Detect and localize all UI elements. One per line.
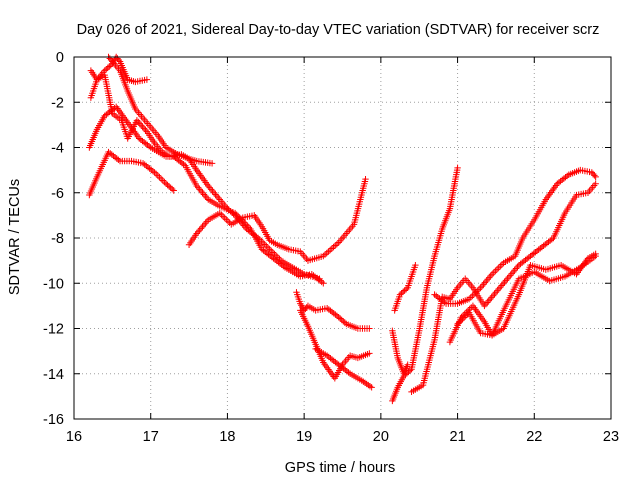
data-point xyxy=(592,180,599,187)
data-point xyxy=(366,325,373,332)
data-point xyxy=(233,211,240,218)
data-point xyxy=(140,125,148,132)
data-point xyxy=(245,224,253,231)
data-point xyxy=(231,209,239,217)
data-point xyxy=(396,291,404,298)
data-point xyxy=(400,372,408,380)
series-track-6 xyxy=(185,175,369,264)
data-point xyxy=(399,288,407,296)
data-point xyxy=(135,118,142,126)
data-point xyxy=(402,285,410,293)
data-point xyxy=(340,318,347,325)
x-tick-label: 22 xyxy=(526,429,542,445)
data-point xyxy=(341,319,349,326)
y-tick-label: -14 xyxy=(43,367,64,383)
data-point xyxy=(244,222,251,229)
y-tick-label: -12 xyxy=(43,322,64,338)
series-track-16 xyxy=(454,252,599,339)
x-tick-label: 16 xyxy=(66,429,82,445)
data-point xyxy=(338,316,345,324)
data-point xyxy=(104,64,111,72)
data-point xyxy=(170,187,177,194)
x-tick-label: 20 xyxy=(373,429,389,445)
series-track-13 xyxy=(408,180,599,396)
data-point xyxy=(454,164,461,172)
data-point xyxy=(403,370,411,377)
data-point xyxy=(103,66,110,73)
data-point xyxy=(115,56,122,64)
x-tick-label: 18 xyxy=(219,429,235,445)
series-track-14 xyxy=(431,166,599,307)
data-point xyxy=(143,76,151,83)
data-point xyxy=(101,67,108,74)
y-tick-label: -16 xyxy=(43,412,64,428)
data-point xyxy=(592,252,599,260)
data-point xyxy=(591,172,598,179)
data-point xyxy=(405,368,412,376)
data-point xyxy=(165,183,173,190)
series-track-12 xyxy=(391,261,419,314)
data-point xyxy=(208,160,216,167)
data-point xyxy=(242,220,250,228)
y-tick-label: -2 xyxy=(51,95,64,111)
tick-layer: 16 17 18 19 20 21 22 23 0 -2 -4 -6 -8 -10 -12 -14 -16 xyxy=(43,50,619,445)
data-point xyxy=(168,185,176,193)
data-point xyxy=(336,315,344,322)
chart-title: Day 026 of 2021, Sidereal Day-to-day VTE… xyxy=(77,22,600,38)
data-point xyxy=(137,121,145,129)
y-axis-label: SDTVAR / TECUs xyxy=(7,179,23,295)
data-point xyxy=(106,63,113,70)
grid-layer xyxy=(74,57,611,419)
data-point xyxy=(241,219,248,226)
series-track-7 xyxy=(293,289,373,332)
data-point xyxy=(401,287,408,294)
y-tick-label: -8 xyxy=(51,231,64,247)
data-point xyxy=(368,384,375,391)
data-point xyxy=(335,313,342,321)
data-point xyxy=(133,117,141,124)
data-point xyxy=(366,350,373,357)
y-tick-label: -10 xyxy=(43,276,64,292)
x-tick-label: 17 xyxy=(143,429,159,445)
series-track-5 xyxy=(86,148,177,199)
data-point xyxy=(139,123,146,131)
y-tick-label: 0 xyxy=(56,50,64,66)
series-track-2 xyxy=(87,53,151,101)
x-axis-label: GPS time / hours xyxy=(285,460,395,476)
series-track-9 xyxy=(312,345,375,391)
data-point xyxy=(592,173,599,181)
data-point xyxy=(398,290,405,297)
x-tick-label: 19 xyxy=(296,429,312,445)
data-point xyxy=(362,175,369,183)
series-track-11 xyxy=(389,164,461,405)
x-tick-label: 21 xyxy=(450,429,466,445)
data-point xyxy=(162,180,170,187)
data-point xyxy=(402,371,409,378)
data-point xyxy=(406,367,414,374)
x-tick-label: 23 xyxy=(603,429,619,445)
series-track-4 xyxy=(86,103,327,287)
data-point xyxy=(136,120,143,127)
series-layer xyxy=(86,53,599,405)
y-tick-label: -6 xyxy=(51,186,64,202)
y-tick-label: -4 xyxy=(51,141,64,157)
data-point xyxy=(167,184,174,191)
data-point xyxy=(164,181,171,189)
data-point xyxy=(107,56,115,64)
data-point xyxy=(412,261,419,269)
data-point xyxy=(320,280,327,287)
data-point xyxy=(142,126,149,134)
